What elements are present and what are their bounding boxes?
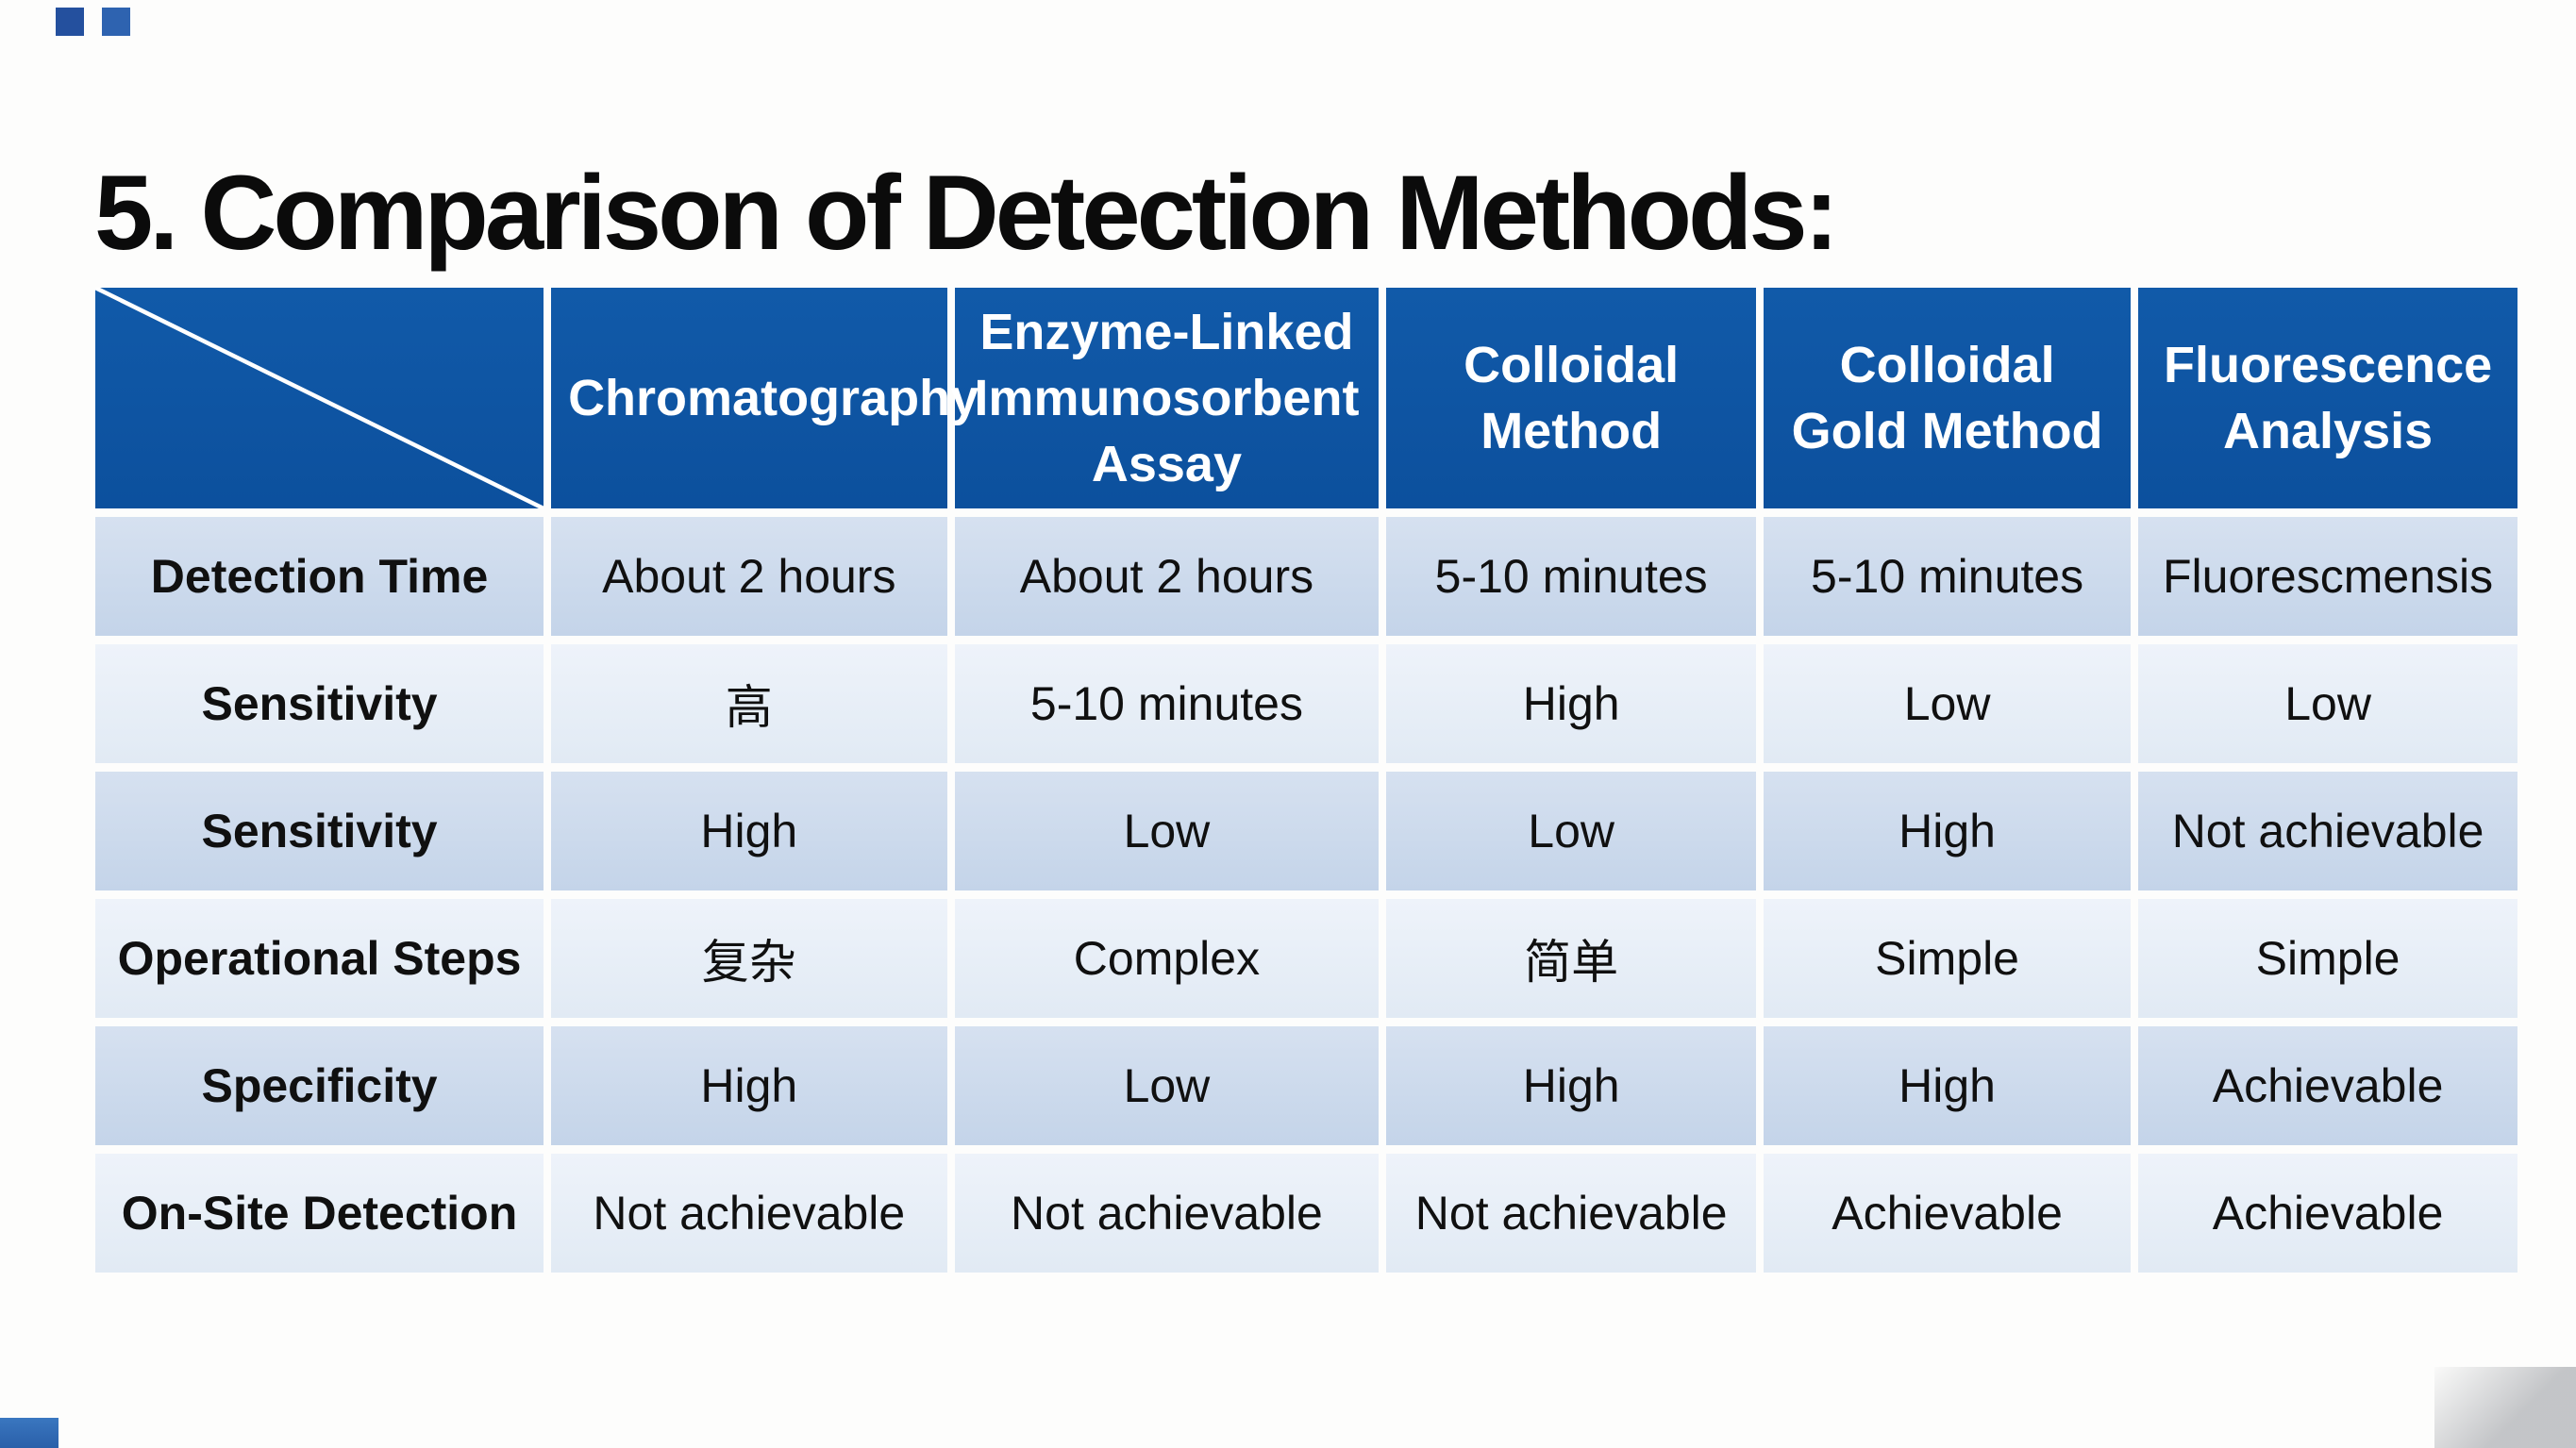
table-cell: Low <box>2138 644 2517 763</box>
column-header-chromatography: Chromatography <box>551 288 979 508</box>
table-cell: 复杂 <box>551 899 947 1018</box>
row-label: Sensitivity <box>95 772 544 890</box>
column-header-colloidal-method: Colloidal Method <box>1386 288 1756 508</box>
table-cell: About 2 hours <box>551 517 947 636</box>
table-row-sensitivity-2: Sensitivity High Low Low High Not achiev… <box>95 772 2517 890</box>
column-header-fluorescence: Fluorescence Analysis <box>2138 288 2517 508</box>
table-cell: High <box>1764 1026 2132 1145</box>
table-cell: High <box>1386 1026 1756 1145</box>
table-cell: About 2 hours <box>954 517 1380 636</box>
table-cell: Low <box>954 1026 1380 1145</box>
table-cell: 5-10 minutes <box>1764 517 2132 636</box>
column-header-colloidal-gold: Colloidal Gold Method <box>1764 288 2132 508</box>
table-cell: High <box>1386 644 1756 763</box>
table-cell: Achievable <box>1764 1154 2132 1273</box>
table-cell: Not achievable <box>551 1154 947 1273</box>
table-cell: Not achievable <box>1386 1154 1756 1273</box>
column-header-elisa: Enzyme-Linked Immunosorbent Assay <box>954 288 1380 508</box>
table-row-operational-steps: Operational Steps 复杂 Complex 简单 Simple S… <box>95 899 2517 1018</box>
table-cell: Fluorescmensis <box>2138 517 2517 636</box>
table-row-sensitivity-1: Sensitivity 高 5-10 minutes High Low Low <box>95 644 2517 763</box>
bottom-left-blue-bar <box>0 1418 59 1448</box>
table-cell: 简单 <box>1386 899 1756 1018</box>
table-cell: Not achievable <box>2138 772 2517 890</box>
row-label: Sensitivity <box>95 644 544 763</box>
diagonal-line-icon <box>95 288 544 508</box>
row-label: Detection Time <box>95 517 544 636</box>
table-cell: 高 <box>551 644 947 763</box>
table-cell: High <box>551 772 947 890</box>
table-row-specificity: Specificity High Low High High Achievabl… <box>95 1026 2517 1145</box>
table-cell: Simple <box>2138 899 2517 1018</box>
table-cell: Achievable <box>2138 1154 2517 1273</box>
page-title: 5. Comparison of Detection Methods: <box>94 154 1839 273</box>
table-cell: Achievable <box>2138 1026 2517 1145</box>
table-cell: Complex <box>954 899 1380 1018</box>
row-label: Specificity <box>95 1026 544 1145</box>
corner-cell <box>95 288 544 508</box>
header-row: Chromatography Enzyme-Linked Immunosorbe… <box>95 288 2517 508</box>
table-cell: Simple <box>1764 899 2132 1018</box>
row-label: Operational Steps <box>95 899 544 1018</box>
bottom-right-gray-box <box>2434 1367 2576 1448</box>
table-row-on-site-detection: On-Site Detection Not achievable Not ach… <box>95 1154 2517 1273</box>
table-cell: Low <box>1764 644 2132 763</box>
table-cell: 5-10 minutes <box>954 644 1380 763</box>
table-cell: Not achievable <box>954 1154 1380 1273</box>
comparison-table: Chromatography Enzyme-Linked Immunosorbe… <box>88 279 2525 1281</box>
top-left-square-2 <box>102 8 130 36</box>
table-cell: 5-10 minutes <box>1386 517 1756 636</box>
table-cell: High <box>1764 772 2132 890</box>
table-cell: Low <box>954 772 1380 890</box>
table-cell: High <box>551 1026 947 1145</box>
top-left-square-1 <box>56 8 84 36</box>
table-row-detection-time: Detection Time About 2 hours About 2 hou… <box>95 517 2517 636</box>
table-cell: Low <box>1386 772 1756 890</box>
row-label: On-Site Detection <box>95 1154 544 1273</box>
